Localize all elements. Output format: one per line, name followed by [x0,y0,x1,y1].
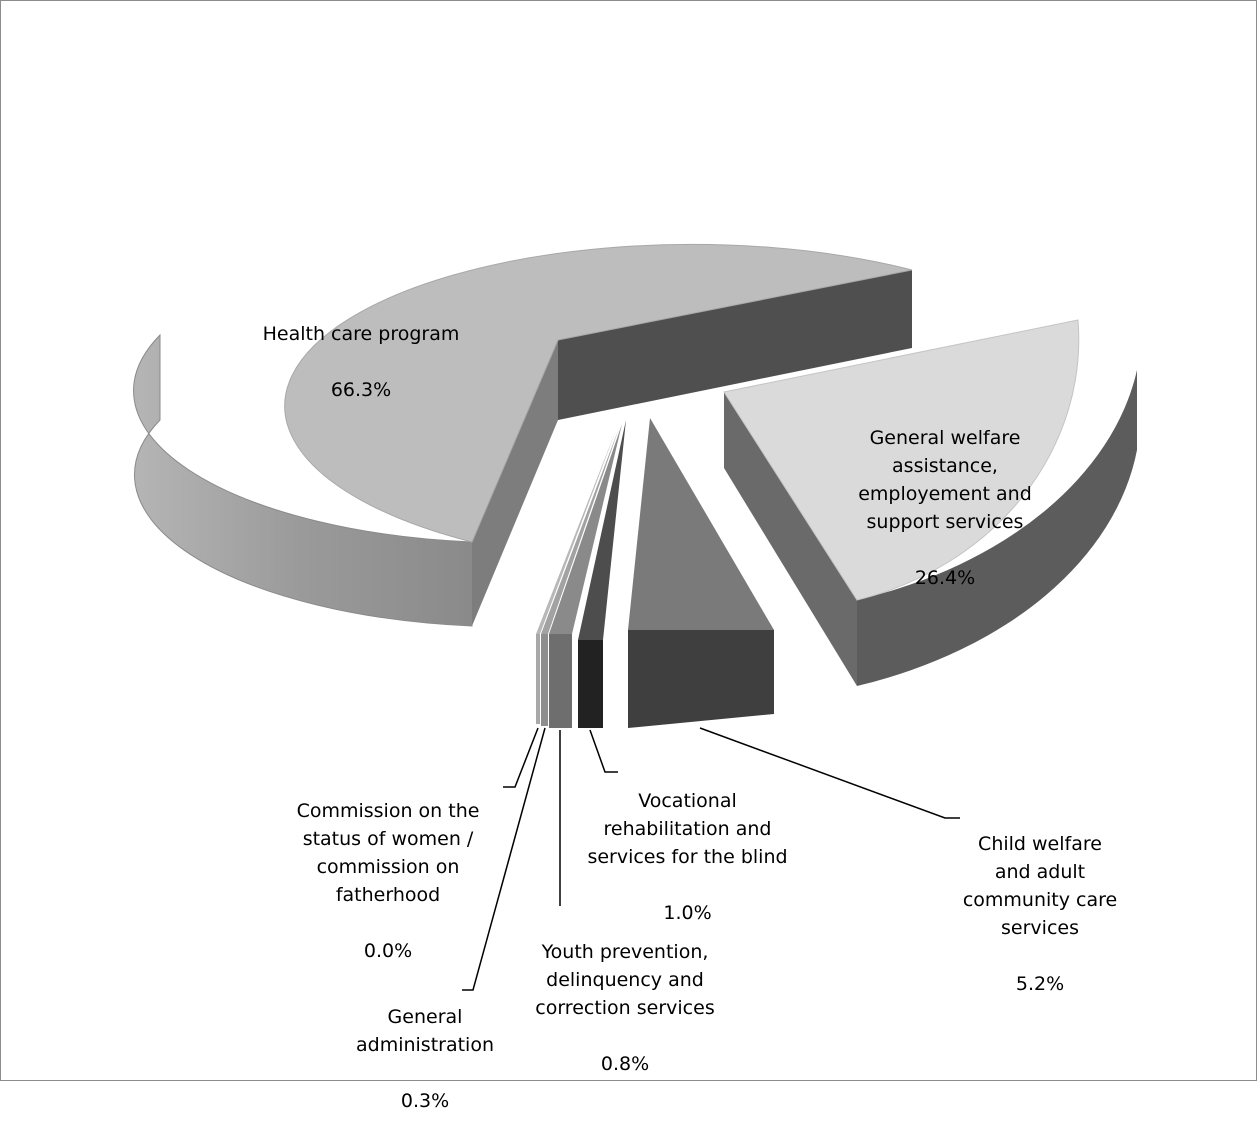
slice-commission [536,430,616,724]
slice-health-care-inner-face [472,340,558,626]
slice-general-welfare-side-front [857,370,1137,686]
slice-general-welfare-top [723,319,1080,601]
slice-youth-front [549,634,572,728]
label-general-welfare-value: 26.4% [914,567,976,589]
slice-vocational-front [578,640,603,728]
label-general-administration-name: General administration [355,1006,494,1056]
label-health-care: Health care program 66.3% [196,292,526,432]
label-youth-name: Youth prevention, delinquency and correc… [535,941,715,1019]
slice-commission-front [536,634,540,724]
label-general-welfare-name: General welfare assistance, employement … [858,427,1032,533]
slice-general-welfare [723,319,1137,686]
leader-child-welfare [699,727,960,819]
label-health-care-name: Health care program [262,323,460,345]
label-vocational: Vocational rehabilitation and services f… [560,759,815,955]
label-commission-value: 0.0% [363,940,413,962]
slice-vocational-top [578,420,626,640]
slice-child-welfare [628,418,774,728]
slice-child-welfare-front [628,630,774,728]
slice-general-welfare-side-left [724,392,857,686]
slice-youth [549,424,622,728]
label-commission-name: Commission on the status of women / comm… [296,800,480,906]
slice-health-care-cut-face [558,270,912,420]
label-vocational-value: 1.0% [663,902,712,924]
label-child-welfare: Child welfare and adult community care s… [930,802,1150,1026]
label-general-welfare: General welfare assistance, employement … [830,396,1060,620]
slice-health-care-top [284,243,913,543]
leader-vocational [589,729,618,773]
label-health-care-value: 66.3% [330,379,392,401]
label-general-administration-value: 0.3% [400,1090,450,1112]
label-general-administration: General administration 0.3% [325,975,525,1143]
leader-general-administration [462,727,546,991]
label-youth: Youth prevention, delinquency and correc… [505,910,745,1106]
slice-general-administration-front [541,634,548,726]
slice-general-administration [541,428,619,726]
slice-youth-top [549,424,622,634]
leader-commission [503,727,539,788]
pie-chart [133,243,1137,991]
slice-health-care [133,243,913,627]
label-vocational-name: Vocational rehabilitation and services f… [587,790,788,868]
slice-vocational [578,420,626,728]
slice-commission-top [536,430,616,634]
label-youth-value: 0.8% [600,1053,650,1075]
label-child-welfare-value: 5.2% [1015,973,1065,995]
slice-general-administration-top [541,428,619,634]
slice-child-welfare-top [628,418,774,630]
label-child-welfare-name: Child welfare and adult community care s… [962,833,1118,939]
label-commission: Commission on the status of women / comm… [268,769,508,993]
